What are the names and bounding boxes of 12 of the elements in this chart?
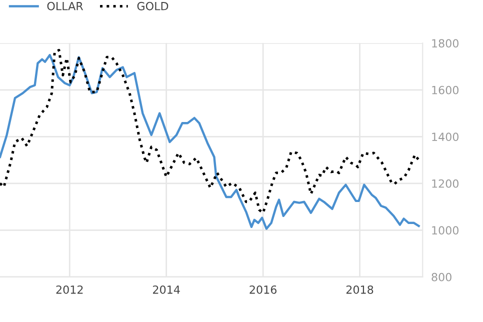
y-tick-label: 1800 — [432, 39, 458, 48]
y-tick-label: 800 — [432, 272, 452, 282]
legend-label: GOLD — [137, 2, 168, 10]
x-tick-label: 2016 — [250, 285, 276, 294]
legend-label: OLLAR — [47, 2, 84, 10]
y-tick-label: 1000 — [432, 226, 458, 235]
y-tick-label: 1600 — [432, 86, 458, 94]
x-tick-label: 2018 — [346, 285, 374, 294]
y-tick-label: 1200 — [432, 179, 458, 188]
x-tick-label: 2012 — [56, 285, 83, 294]
y-tick-label: 1400 — [432, 132, 458, 142]
x-tick-label: 2014 — [153, 285, 180, 294]
